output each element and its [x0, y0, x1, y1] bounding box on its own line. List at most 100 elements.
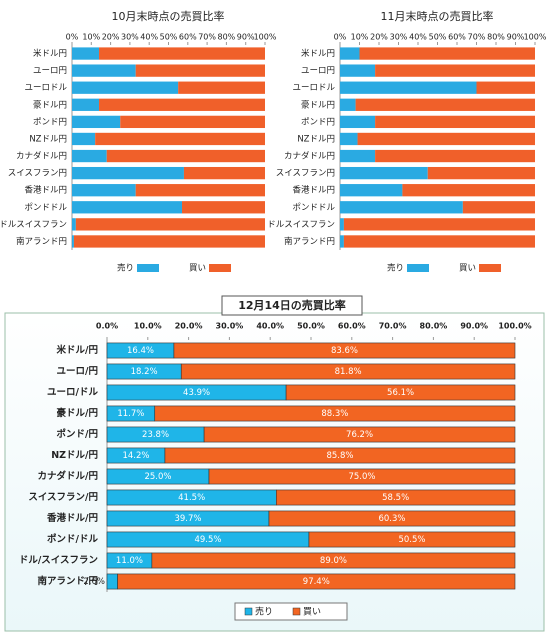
y-tick-label: ユーロ円	[301, 66, 335, 76]
data-label: 23.8%	[142, 430, 169, 440]
data-label: 11.7%	[117, 409, 144, 419]
data-label: 58.5%	[382, 493, 409, 503]
title-box	[221, 295, 363, 316]
bar-segment	[340, 64, 376, 77]
bar-segment	[99, 98, 266, 111]
y-tick-label: ユーロ円	[33, 66, 67, 76]
y-tick-label: 豪ドル円	[301, 99, 335, 110]
bar-segment	[75, 218, 265, 231]
data-label: 39.7%	[174, 514, 201, 524]
bar-segment	[72, 47, 100, 60]
bar-segment	[120, 115, 265, 129]
x-tick-label: 30.0%	[216, 322, 244, 331]
bar-segment	[355, 98, 535, 111]
y-tick-label: NZドル/円	[51, 450, 98, 461]
x-tick-label: 40.0%	[256, 322, 284, 331]
legend-label: 売り	[255, 606, 273, 618]
data-label: 16.4%	[127, 346, 154, 356]
bar-segment	[72, 64, 136, 77]
y-tick-label: ユーロ/ドル	[47, 387, 98, 398]
bar-segment	[164, 447, 516, 464]
bar-segment	[340, 132, 358, 146]
bar-segment	[340, 115, 376, 129]
bar-segment	[340, 184, 403, 197]
bar-segment	[72, 81, 179, 94]
x-tick-label: 80%	[218, 33, 236, 42]
legend-swatch	[209, 264, 231, 272]
y-tick-label: ポンド/ドル	[47, 533, 98, 545]
bar-segment	[183, 166, 265, 180]
x-tick-label: 60.0%	[338, 322, 366, 331]
bar-segment	[173, 342, 516, 359]
bar-segment	[476, 81, 535, 94]
bar-segment	[72, 132, 96, 146]
data-label: 50.5%	[398, 535, 425, 545]
data-label: 18.2%	[131, 367, 158, 377]
legend-swatch	[407, 264, 429, 272]
data-label: 56.1%	[387, 388, 414, 398]
data-label: 76.2%	[346, 430, 373, 440]
x-tick-label: 20%	[102, 33, 120, 42]
y-tick-label: ポンドドル	[24, 203, 67, 213]
data-label: 43.9%	[183, 388, 210, 398]
bar-segment	[340, 235, 344, 248]
bar-segment	[72, 201, 183, 214]
y-tick-label: 香港ドル円	[292, 185, 335, 196]
bar-segment	[340, 47, 360, 60]
x-tick-label: 90%	[237, 33, 255, 42]
legend-label: 買い	[303, 607, 321, 618]
x-tick-label: 30%	[390, 33, 408, 42]
x-tick-label: 60%	[179, 33, 197, 42]
bar-segment	[72, 184, 136, 197]
data-label: 49.5%	[194, 535, 221, 545]
x-tick-label: 0.0%	[96, 322, 118, 331]
bar-segment	[340, 98, 356, 111]
bar-segment	[276, 489, 516, 506]
y-tick-label: 米ドル円	[33, 48, 67, 59]
data-label: 75.0%	[348, 472, 375, 482]
x-tick-label: 90%	[507, 33, 525, 42]
data-label: 83.6%	[331, 346, 358, 356]
x-tick-label: 60%	[448, 33, 466, 42]
bar-segment	[402, 184, 535, 197]
bar-segment	[72, 98, 100, 111]
data-label: 60.3%	[378, 514, 405, 524]
legend-box	[234, 602, 348, 621]
chart-title: 10月末時点の売買比率	[112, 9, 225, 23]
y-tick-label: スイスフラン円	[8, 169, 67, 179]
data-label: 81.8%	[335, 367, 362, 377]
bar-segment	[308, 531, 516, 548]
y-tick-label: ドルスイスフラン	[0, 220, 67, 230]
y-tick-label: ユーロドル	[292, 83, 335, 93]
bar-segment	[340, 218, 344, 231]
data-label: 14.2%	[122, 451, 149, 461]
bar-segment	[375, 64, 535, 77]
x-tick-label: 70.0%	[379, 322, 407, 331]
y-tick-label: ポンドドル	[292, 203, 335, 213]
y-tick-label: 南アランド/円	[38, 575, 98, 587]
data-label: 2.6%	[83, 577, 105, 587]
bar-segment	[427, 166, 535, 180]
bar-segment	[72, 166, 184, 180]
bar-segment	[135, 64, 265, 77]
y-tick-label: カナダドル/円	[38, 470, 98, 482]
x-tick-label: 20%	[370, 33, 388, 42]
y-tick-label: カナダドル円	[284, 151, 335, 162]
y-tick-label: 南アランド円	[284, 236, 335, 247]
bar-segment	[154, 405, 516, 422]
x-tick-label: 0%	[66, 33, 79, 42]
x-tick-label: 100%	[254, 33, 277, 42]
y-tick-label: ドルスイスフラン	[267, 220, 335, 230]
y-tick-label: ドル/スイスフラン	[19, 555, 98, 566]
x-tick-label: 50.0%	[297, 322, 325, 331]
data-label: 25.0%	[144, 472, 171, 482]
y-tick-label: 米ドル/円	[56, 344, 98, 356]
bar-segment	[106, 573, 118, 590]
bar-segment	[343, 218, 535, 231]
data-label: 11.0%	[116, 556, 143, 566]
bar-segment	[72, 149, 107, 163]
y-tick-label: 香港ドル円	[24, 185, 67, 196]
bar-segment	[178, 81, 265, 94]
x-tick-label: 10%	[351, 33, 369, 42]
